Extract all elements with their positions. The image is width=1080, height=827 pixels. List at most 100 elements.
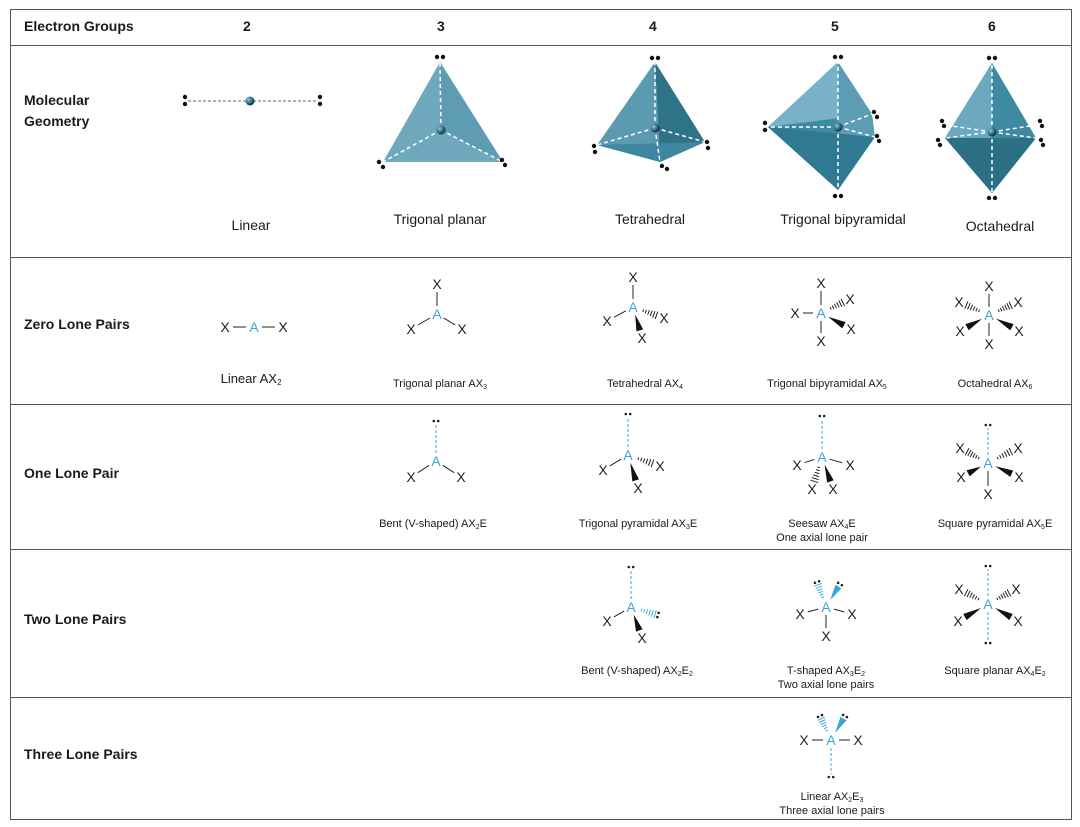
hash-bond [815, 585, 823, 589]
ligand-x: X [816, 275, 826, 291]
hash-bond [645, 609, 649, 615]
hash-bond [1008, 447, 1014, 456]
central-atom-a: A [983, 455, 993, 471]
central-atom-a: A [431, 453, 441, 469]
hash-bond [650, 459, 655, 468]
hash-bond [1008, 301, 1013, 310]
hash-bond [817, 466, 821, 469]
structure-octahedral-ax6: XXX XX XA [954, 278, 1024, 352]
ligand-x: X [828, 481, 838, 497]
ligand-x: X [1014, 469, 1024, 485]
bond-line [829, 458, 843, 464]
ligand-x: X [1013, 440, 1023, 456]
lone-pair-dot [820, 713, 824, 717]
central-atom-a: A [826, 732, 836, 748]
ligand-x: X [955, 440, 965, 456]
bond-line [613, 310, 627, 318]
lone-pair-dot [831, 775, 835, 779]
row-head-three-lone-pairs: Three Lone Pairs [24, 746, 138, 762]
hash-bond [829, 306, 832, 310]
octahedral-model [935, 55, 1046, 201]
lone-pair-dot [436, 419, 440, 423]
ligand-x: X [954, 581, 964, 597]
hash-bond [836, 301, 840, 308]
ligand-x: X [984, 278, 994, 294]
hash-bond [966, 590, 971, 598]
ligand-x: X [655, 458, 665, 474]
hash-bond [840, 298, 845, 307]
wedge-bond [995, 466, 1014, 477]
structure-trigonal-planar-ax3: X X XA [406, 276, 467, 337]
bond-line [613, 610, 625, 618]
central-atom-a: A [628, 299, 638, 315]
hash-bond [967, 302, 971, 310]
ligand-x: X [847, 606, 857, 622]
hash-bond [822, 724, 827, 728]
ligand-x: X [659, 310, 669, 326]
wedge-bond [996, 318, 1014, 331]
hash-bond [815, 469, 820, 472]
lone-pair-dot [816, 715, 820, 719]
ligand-x: X [220, 319, 230, 335]
hash-bond [964, 448, 970, 456]
caption-note: Two axial lone pairs [777, 679, 875, 691]
hash-bond [1003, 451, 1008, 458]
hash-bond [997, 309, 1000, 313]
structure-linear-ax2e3: X XA [799, 713, 863, 779]
lone-pair-dot [432, 419, 436, 423]
column-header-2: 2 [243, 18, 251, 34]
structure-square-pyramidal-ax5e: XX XX XA [955, 423, 1024, 502]
hash-bond [648, 458, 652, 466]
hash-bond [649, 310, 653, 317]
table-grid [10, 9, 1072, 820]
hash-bond [971, 594, 976, 599]
hash-bond [996, 456, 999, 460]
lone-pair-dot [656, 615, 659, 619]
lone-pair-dot [827, 775, 831, 779]
ligand-x: X [792, 457, 802, 473]
caption-trigonal-bipyramidal-ax5: Trigonal bipyramidal AX5 [767, 378, 887, 391]
ligand-x: X [1011, 581, 1021, 597]
hash-bond [643, 608, 646, 613]
hash-bond [825, 729, 829, 732]
ligand-x: X [954, 294, 964, 310]
hash-bond [1001, 453, 1005, 458]
hash-bond [813, 474, 820, 478]
ligand-x: X [845, 457, 855, 473]
central-atom-a: A [249, 319, 259, 335]
hash-bond [977, 456, 980, 460]
wedge-bond [830, 584, 842, 601]
lone-pair-dot [627, 565, 631, 569]
hash-bond [977, 597, 980, 601]
hash-bond [654, 311, 659, 320]
hash-bond [650, 609, 654, 617]
hash-bond [1004, 304, 1008, 311]
hash-bond [978, 309, 981, 313]
ligand-x: X [637, 330, 647, 346]
linear-model [182, 94, 323, 107]
row-head-zero-lone-pairs: Zero Lone Pairs [24, 316, 130, 332]
ligand-x: X [845, 291, 855, 307]
ligand-x: X [846, 321, 856, 337]
structure-linear-ax2: X XA [220, 319, 288, 335]
caption-trigonal-planar-ax3: Trigonal planar AX3 [393, 378, 487, 391]
caption-linear-ax2e3: Linear AX2E3 Three axial lone pairs [779, 791, 885, 817]
ligand-x: X [628, 269, 638, 285]
hash-bond [1004, 590, 1009, 598]
hash-bond [1002, 592, 1007, 599]
hash-bond [969, 304, 974, 311]
hash-bond [1006, 589, 1012, 597]
hash-bond [811, 477, 819, 481]
caption-note: Three axial lone pairs [779, 805, 885, 817]
hash-bond [647, 310, 650, 315]
lone-pair-dot [984, 423, 988, 427]
hash-bond [819, 593, 824, 596]
caption-t-shaped-ax3e2: T-shaped AX3E2 Two axial lone pairs [777, 665, 875, 691]
structure-tetrahedral-ax4: XX XXA [602, 269, 669, 346]
bond-line [833, 608, 845, 613]
wedge-bond [635, 314, 644, 332]
caption-square-planar-ax4e2: Square planar AX4E2 [944, 665, 1046, 678]
hash-bond [999, 307, 1003, 312]
lone-pair-dot [818, 414, 822, 418]
